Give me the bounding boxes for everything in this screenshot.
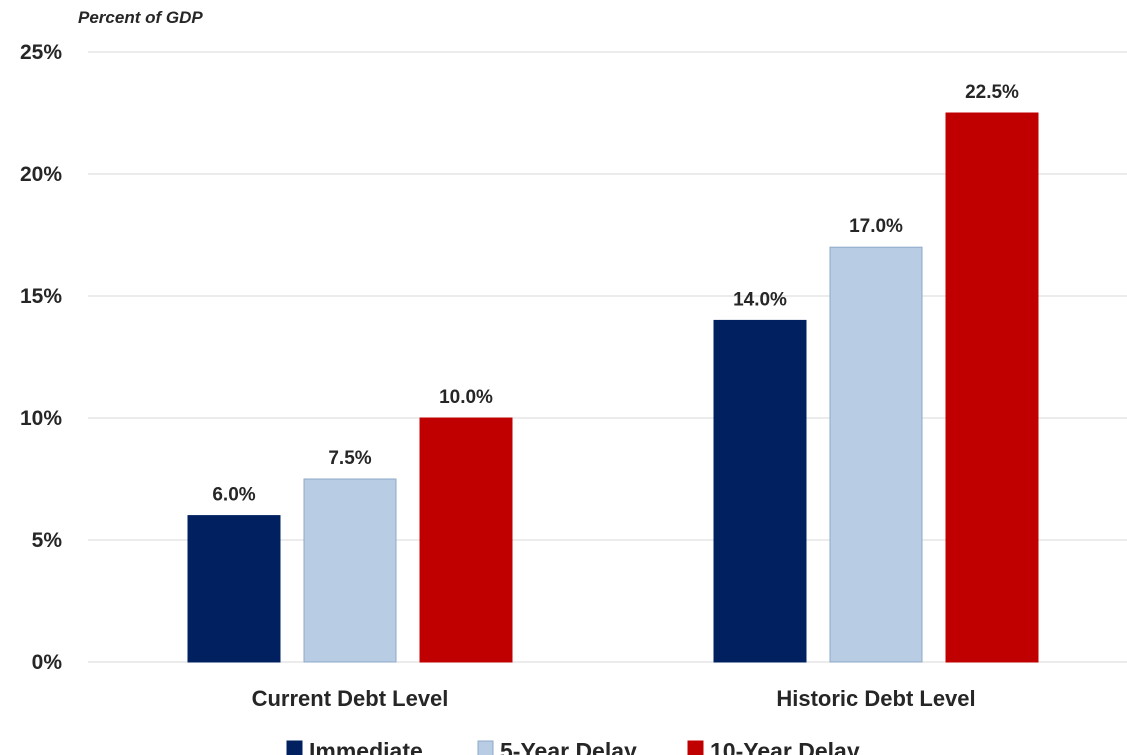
bar — [303, 478, 397, 663]
y-axis-tick-labels: 0% 5% 10% 15% 20% 25% — [20, 41, 62, 674]
legend-swatch — [286, 740, 303, 755]
legend-swatch — [477, 740, 494, 755]
bars — [187, 112, 1039, 663]
category-label: Current Debt Level — [252, 686, 449, 711]
y-tick-label: 10% — [20, 407, 62, 430]
legend-label: Immediate — [309, 738, 423, 755]
bar — [713, 319, 807, 663]
data-labels: 6.0% 7.5% 10.0% 14.0% 17.0% 22.5% — [212, 82, 1019, 506]
y-tick-label: 25% — [20, 41, 62, 64]
legend-label: 10-Year Delay — [710, 738, 860, 755]
bar — [419, 417, 513, 663]
y-tick-label: 20% — [20, 163, 62, 186]
y-tick-label: 0% — [32, 651, 63, 674]
y-tick-label: 5% — [32, 529, 63, 552]
data-label: 17.0% — [849, 216, 903, 237]
data-label: 6.0% — [212, 485, 255, 506]
bar — [829, 246, 923, 663]
category-label: Historic Debt Level — [776, 686, 975, 711]
data-label: 22.5% — [965, 82, 1019, 103]
legend-swatch — [687, 740, 704, 755]
legend-label: 5-Year Delay — [500, 738, 637, 755]
bar — [945, 112, 1039, 663]
category-labels: Current Debt Level Historic Debt Level — [252, 686, 976, 711]
y-tick-label: 15% — [20, 285, 62, 308]
y-axis-unit-label: Percent of GDP — [78, 8, 203, 27]
data-label: 14.0% — [733, 289, 787, 310]
legend: Immediate 5-Year Delay 10-Year Delay — [286, 738, 860, 755]
bar — [187, 515, 281, 663]
data-label: 7.5% — [328, 448, 371, 469]
data-label: 10.0% — [439, 387, 493, 408]
